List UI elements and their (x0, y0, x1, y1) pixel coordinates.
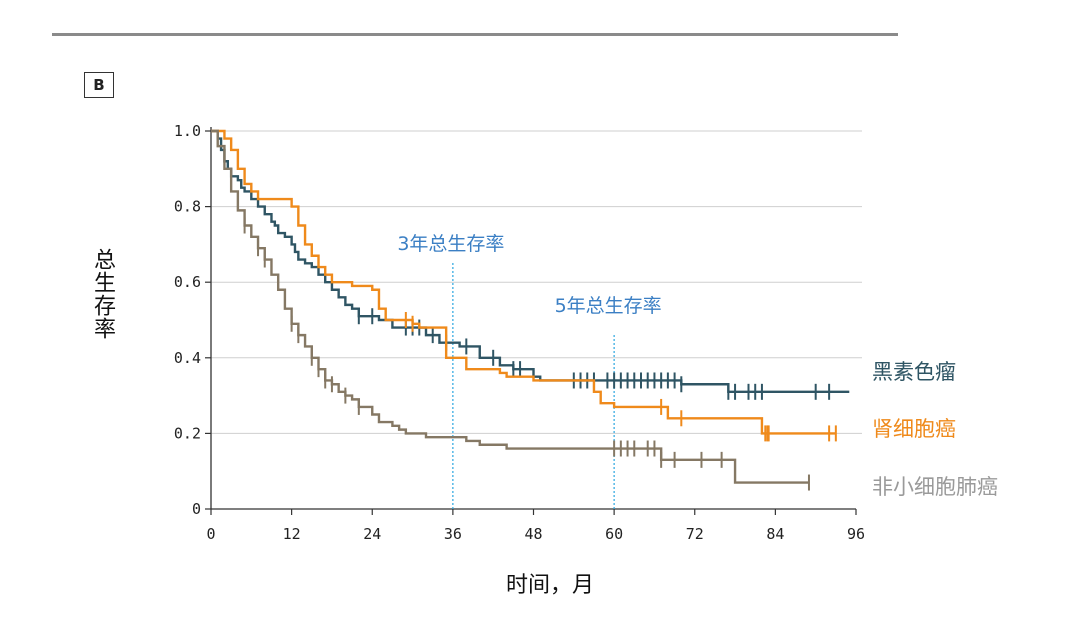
series-label: 肾细胞癌 (872, 417, 956, 441)
series-lines (211, 129, 850, 491)
x-tick-label: 72 (686, 525, 704, 543)
x-tick-label: 60 (605, 525, 623, 543)
x-tick-label: 24 (363, 525, 381, 543)
reference-line-label: 5年总生存率 (555, 295, 662, 317)
series-line (211, 129, 850, 394)
series-label: 非小细胞肺癌 (872, 475, 998, 499)
x-tick-label: 84 (766, 525, 784, 543)
reference-lines: 3年总生存率 5年总生存率 (397, 233, 662, 509)
series-line (211, 129, 809, 484)
reference-line-label: 3年总生存率 (397, 233, 504, 255)
x-tick-label: 12 (283, 525, 301, 543)
series-label: 黑素色瘤 (872, 360, 956, 384)
y-tick-label: 1.0 (174, 122, 201, 140)
x-tick-label: 0 (206, 525, 215, 543)
axes: 0 0.2 0.4 0.6 0.8 1.0 0 12 24 36 48 60 72 84 96 (174, 122, 865, 543)
gridlines (211, 130, 862, 434)
x-tick-label: 96 (847, 525, 865, 543)
top-divider-line (52, 33, 898, 36)
y-tick-label: 0.2 (174, 424, 201, 442)
y-tick-label: 0.8 (174, 198, 201, 216)
x-tick-label: 36 (444, 525, 462, 543)
series-line (211, 129, 836, 435)
panel-label: B (84, 72, 114, 98)
y-tick-label: 0.4 (174, 349, 201, 367)
y-tick-label: 0 (192, 500, 201, 518)
y-axis-label: 总生存率 (90, 248, 115, 340)
y-tick-label: 0.6 (174, 273, 201, 291)
x-tick-label: 48 (524, 525, 542, 543)
x-axis-label: 时间，月 (505, 573, 594, 598)
